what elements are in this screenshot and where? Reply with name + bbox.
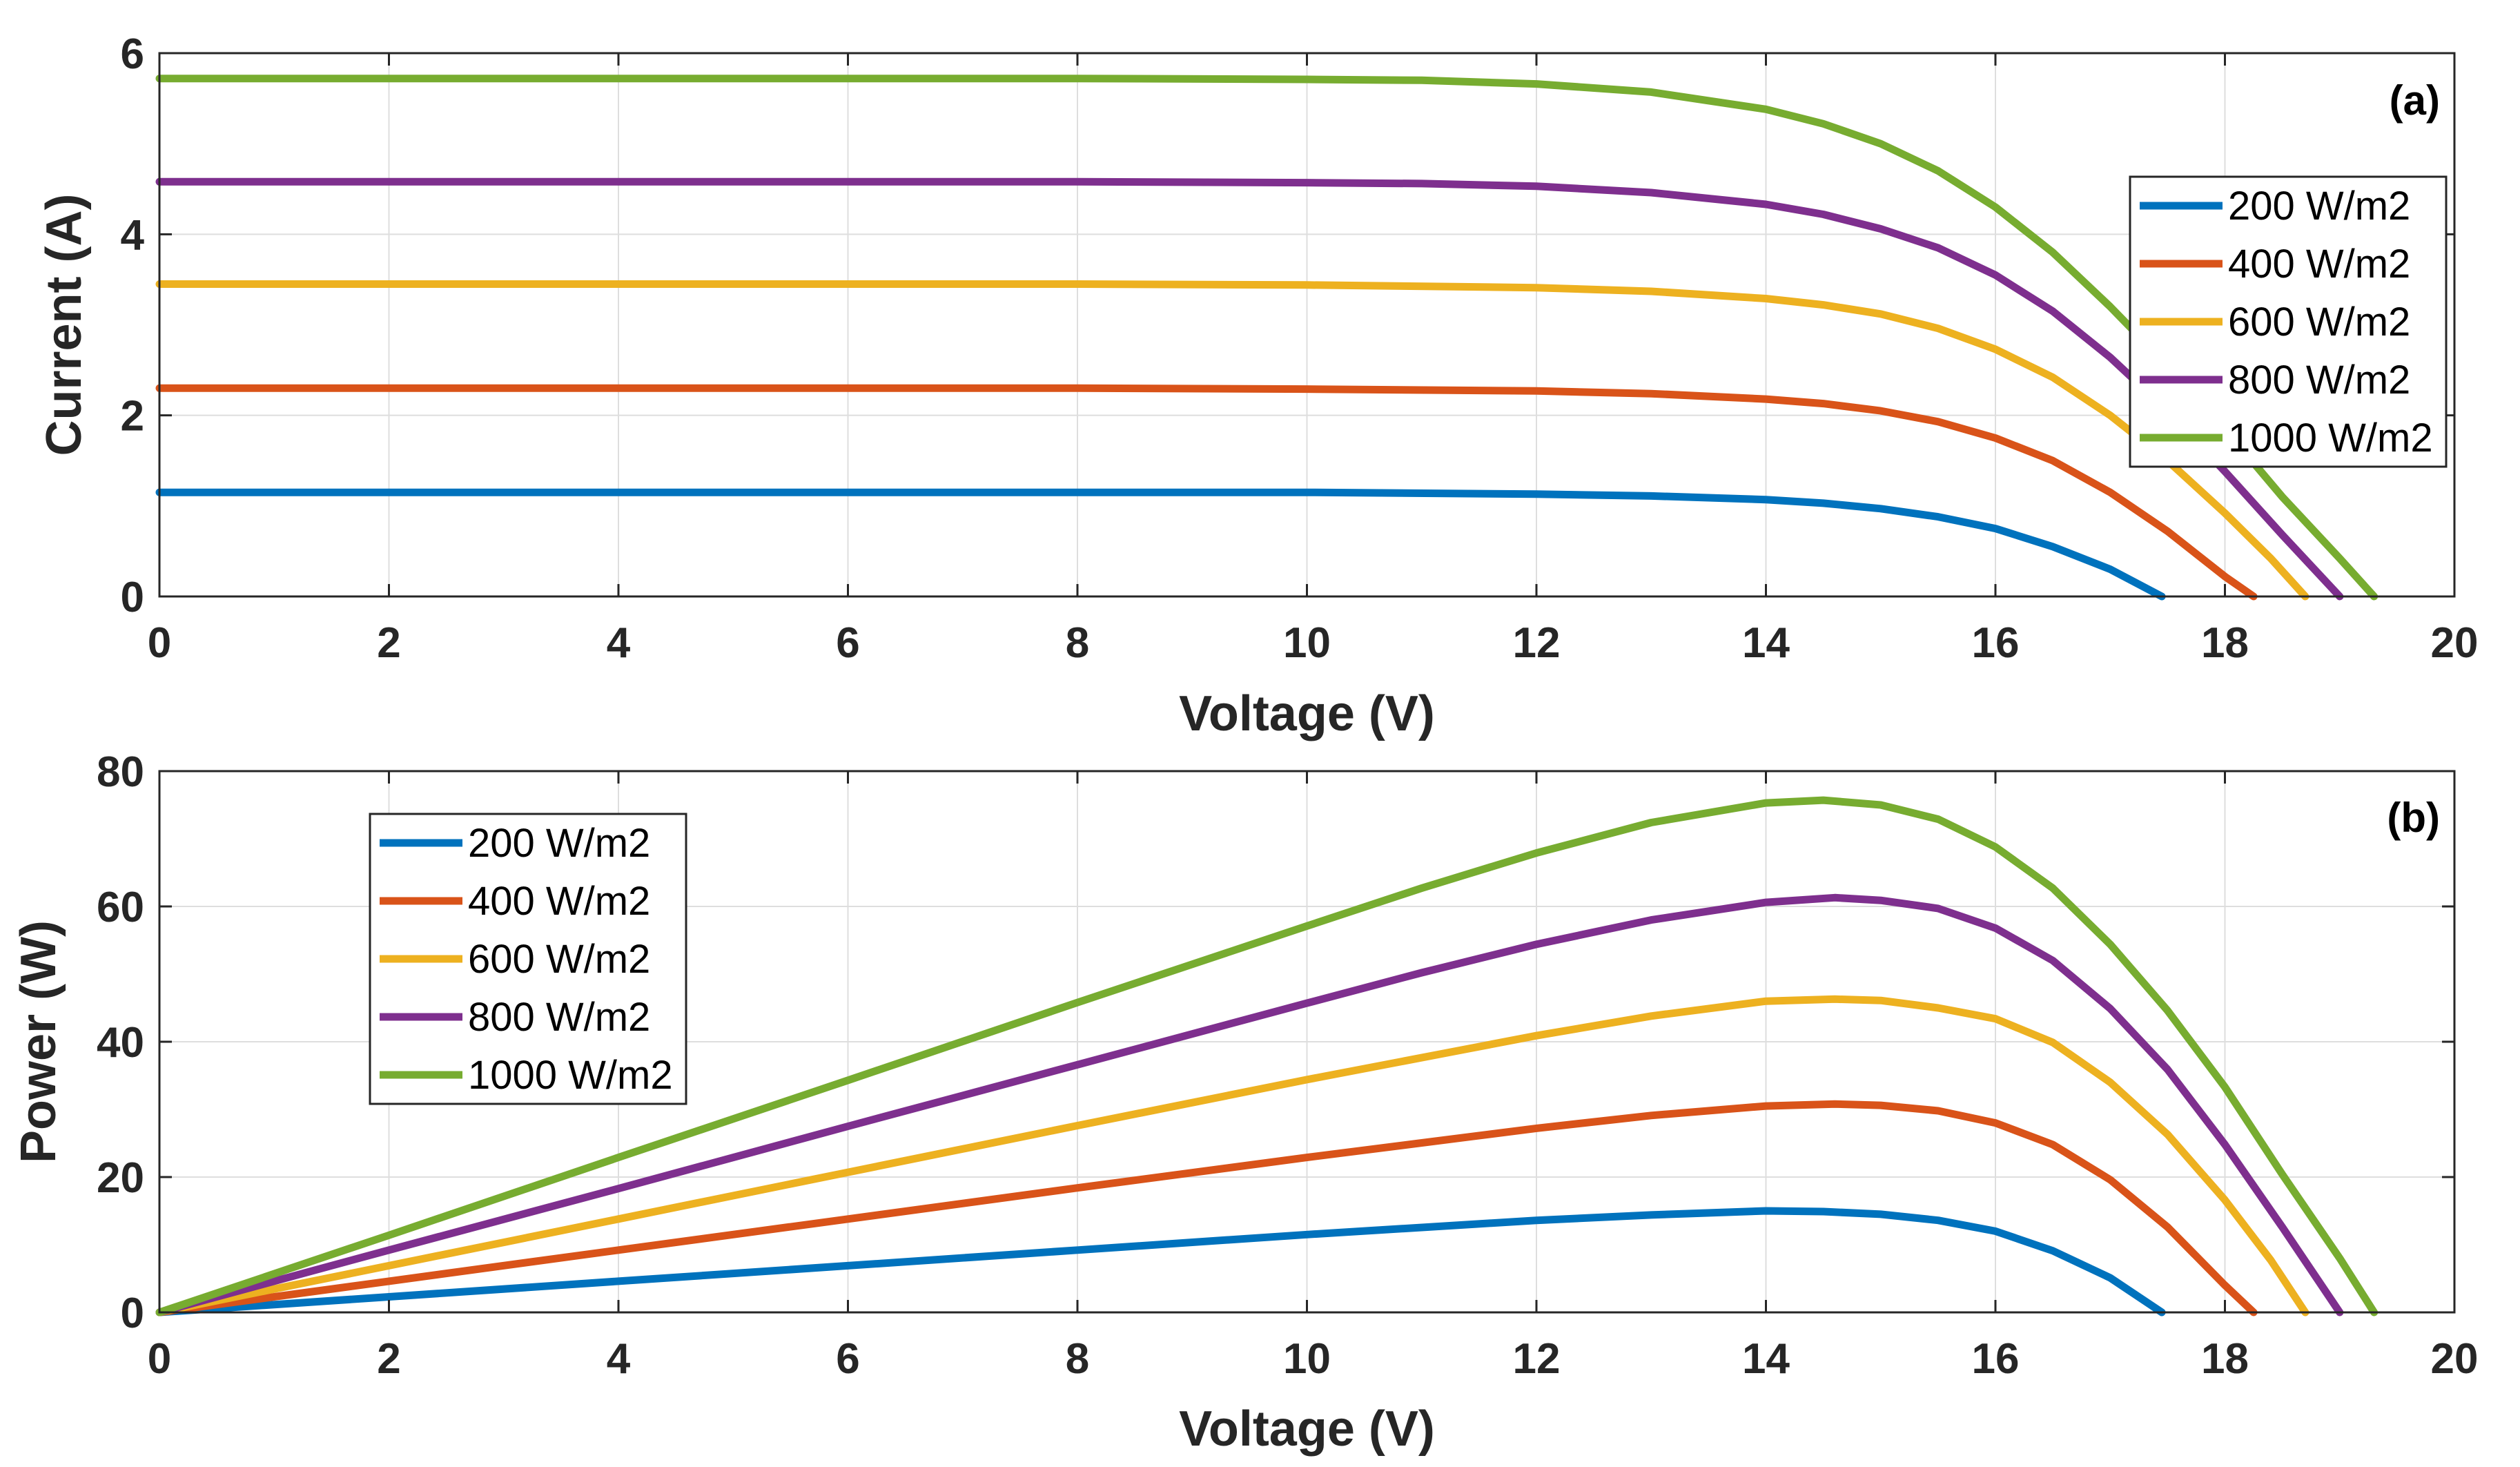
y-tick-label: 0 — [121, 1290, 144, 1337]
legend-label-800-w-m2: 800 W/m2 — [2228, 358, 2410, 402]
x-axis-title-a: Voltage (V) — [1179, 686, 1435, 741]
legend-label-200-w-m2: 200 W/m2 — [468, 821, 650, 866]
legend-label-200-w-m2: 200 W/m2 — [2228, 184, 2410, 229]
x-tick-label: 4 — [607, 1335, 631, 1383]
x-tick-label: 12 — [1513, 1335, 1561, 1383]
x-tick-label: 8 — [1066, 619, 1089, 667]
x-tick-label: 20 — [2431, 619, 2479, 667]
series-lines-b — [155, 796, 2379, 1317]
y-axis-title-b: Power (W) — [11, 920, 66, 1163]
y-tick-label: 80 — [97, 748, 144, 796]
x-tick-label: 16 — [1972, 619, 2020, 667]
legend-label-400-w-m2: 400 W/m2 — [2228, 242, 2410, 286]
x-tick-label: 6 — [836, 1335, 859, 1383]
tick-labels-b: 0 2 4 6 8 10 12 14 16 18 20 0 20 40 60 80 — [97, 748, 2478, 1383]
y-tick-label: 6 — [121, 30, 144, 78]
series-line-400-w-m2 — [155, 384, 2258, 601]
y-tick-label: 60 — [97, 884, 144, 931]
x-tick-label: 8 — [1066, 1335, 1089, 1383]
y-tick-label: 2 — [121, 393, 144, 440]
legend-a: 200 W/m2 400 W/m2 600 W/m2 800 W/m2 1000 W/m… — [2129, 175, 2448, 468]
panel-label-a: (a) — [2390, 77, 2440, 124]
legend-label-600-w-m2: 600 W/m2 — [2228, 300, 2410, 344]
x-tick-label: 14 — [1742, 619, 1790, 667]
series-line-600-w-m2 — [155, 995, 2309, 1317]
x-axis-title-b: Voltage (V) — [1179, 1401, 1435, 1457]
x-tick-label: 6 — [836, 619, 859, 667]
grid-a — [159, 52, 2455, 597]
chart-panel-a: 0 2 4 6 8 10 12 14 16 18 20 0 2 4 6 Voltage (V) Curren… — [37, 30, 2478, 741]
chart-panel-b: 0 2 4 6 8 10 12 14 16 18 20 0 20 40 60 80 Voltage (V) P… — [11, 748, 2478, 1457]
series-line-800-w-m2 — [155, 893, 2344, 1317]
series-line-200-w-m2 — [155, 1207, 2166, 1317]
tick-labels-a: 0 2 4 6 8 10 12 14 16 18 20 0 2 4 6 — [121, 30, 2479, 667]
x-tick-label: 12 — [1513, 619, 1561, 667]
x-tick-label: 0 — [148, 619, 171, 667]
legend-label-1000-w-m2: 1000 W/m2 — [2228, 416, 2433, 460]
series-line-200-w-m2 — [155, 488, 2166, 601]
x-tick-label: 16 — [1972, 1335, 2020, 1383]
x-tick-label: 10 — [1283, 1335, 1331, 1383]
x-tick-label: 0 — [148, 1335, 171, 1383]
x-tick-label: 18 — [2201, 619, 2249, 667]
x-tick-label: 14 — [1742, 1335, 1790, 1383]
x-tick-label: 18 — [2201, 1335, 2249, 1383]
x-tick-label: 4 — [607, 619, 631, 667]
series-line-1000-w-m2 — [155, 796, 2379, 1317]
legend-label-800-w-m2: 800 W/m2 — [468, 995, 650, 1040]
x-tick-label: 2 — [377, 619, 400, 667]
x-tick-label: 20 — [2431, 1335, 2479, 1383]
y-tick-label: 0 — [121, 574, 144, 621]
legend-label-600-w-m2: 600 W/m2 — [468, 937, 650, 982]
y-axis-title-a: Current (A) — [37, 194, 92, 456]
y-tick-label: 4 — [121, 211, 145, 259]
panel-label-b: (b) — [2387, 795, 2440, 841]
y-tick-label: 20 — [97, 1154, 144, 1202]
series-line-400-w-m2 — [155, 1100, 2258, 1317]
legend-label-1000-w-m2: 1000 W/m2 — [468, 1053, 673, 1098]
legend-b: 200 W/m2 400 W/m2 600 W/m2 800 W/m2 1000 W/m… — [369, 813, 687, 1105]
x-tick-label: 10 — [1283, 619, 1331, 667]
x-tick-label: 2 — [377, 1335, 400, 1383]
y-tick-label: 40 — [97, 1019, 144, 1067]
legend-label-400-w-m2: 400 W/m2 — [468, 879, 650, 924]
